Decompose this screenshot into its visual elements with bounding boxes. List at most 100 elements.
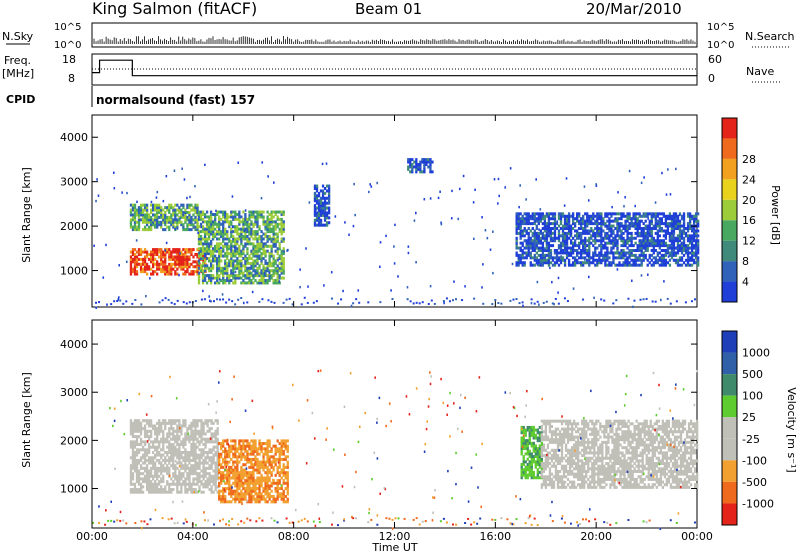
heatmap-cell [547, 241, 551, 245]
heatmap-cell [258, 249, 261, 253]
heatmap-cell [684, 301, 687, 304]
heatmap-cell [151, 203, 155, 207]
heatmap-cell [561, 251, 565, 255]
heatmap-cell [440, 222, 443, 226]
heatmap-cell [137, 443, 141, 447]
heatmap-cell [616, 212, 619, 216]
heatmap-cell [218, 261, 221, 265]
heatmap-cell [675, 300, 678, 303]
heatmap-cell [569, 239, 573, 243]
heatmap-cell [170, 453, 173, 457]
heatmap-cell [266, 244, 269, 248]
heatmap-cell [686, 256, 690, 260]
heatmap-cell [409, 165, 412, 169]
heatmap-cell [268, 264, 271, 268]
heatmap-cell [427, 158, 430, 162]
heatmap-cell [230, 471, 233, 475]
heatmap-cell [209, 227, 213, 231]
heatmap-cell [151, 248, 155, 252]
heatmap-cell [226, 249, 229, 253]
heatmap-cell [203, 279, 207, 282]
heatmap-cell [176, 480, 179, 484]
heatmap-cell [131, 432, 135, 436]
heatmap-cell [168, 448, 171, 452]
heatmap-cell [547, 234, 551, 238]
heatmap-cell [236, 261, 239, 265]
heatmap-cell [116, 519, 119, 522]
heatmap-cell [166, 218, 169, 222]
heatmap-cell [186, 267, 189, 271]
heatmap-cell [230, 242, 233, 246]
heatmap-cell [238, 220, 241, 224]
heatmap-cell [205, 232, 209, 236]
heatmap-cell [690, 217, 694, 221]
heatmap-cell [596, 261, 599, 265]
heatmap-cell [672, 229, 676, 233]
heatmap-cell [188, 450, 191, 454]
heatmap-cell [584, 227, 587, 230]
heatmap-cell [694, 231, 698, 235]
heatmap-cell [147, 485, 151, 489]
heatmap-cell [252, 450, 255, 453]
heatmap-cell [282, 227, 285, 231]
heatmap-cell [264, 274, 267, 278]
heatmap-cell [198, 488, 201, 492]
heatmap-cell [122, 302, 125, 305]
heatmap-cell [618, 227, 621, 230]
heatmap-cell [423, 158, 426, 162]
heatmap-cell [226, 242, 229, 246]
heatmap-cell [218, 227, 221, 231]
heatmap-cell [172, 464, 175, 468]
heatmap-cell [539, 214, 542, 218]
heatmap-cell [594, 227, 597, 230]
heatmap-cell [133, 225, 137, 229]
heatmap-cell [254, 247, 257, 251]
heatmap-cell [242, 222, 245, 226]
heatmap-cell [584, 249, 587, 252]
heatmap-cell [209, 274, 213, 278]
heatmap-cell [192, 272, 195, 276]
heatmap-cell [214, 472, 217, 476]
heatmap-cell [262, 264, 265, 268]
heatmap-cell [246, 301, 249, 304]
heatmap-cell [391, 298, 394, 301]
heatmap-cell [164, 228, 167, 232]
heatmap-cell [145, 228, 149, 232]
heatmap-cell [160, 427, 163, 431]
heatmap-cell [539, 212, 542, 216]
heatmap-cell [198, 265, 201, 269]
heatmap-cell [519, 217, 522, 221]
heatmap-cell [176, 220, 179, 224]
heatmap-cell [237, 161, 240, 164]
heatmap-cell [644, 253, 647, 257]
heatmap-cell [145, 218, 149, 222]
heatmap-cell [172, 250, 175, 254]
heatmap-cell [280, 257, 283, 260]
heatmap-cell [367, 521, 370, 524]
heatmap-cell [250, 281, 253, 285]
heatmap-cell [160, 262, 163, 266]
heatmap-cell [672, 219, 676, 223]
heatmap-cell [640, 214, 643, 218]
heatmap-cell [596, 239, 599, 243]
heatmap-cell [445, 297, 448, 300]
heatmap-cell [170, 443, 173, 447]
heatmap-cell [174, 477, 177, 481]
heatmap-cell [429, 284, 432, 288]
heatmap-cell [680, 231, 684, 235]
heatmap-cell [684, 251, 688, 255]
heatmap-cell [244, 468, 247, 472]
heatmap-cell [205, 237, 209, 241]
heatmap-cell [592, 222, 595, 226]
heatmap-cell [178, 456, 181, 460]
heatmap-cell [145, 477, 149, 481]
heatmap-cell [656, 236, 659, 240]
heatmap-cell [228, 261, 231, 265]
heatmap-cell [208, 437, 211, 441]
heatmap-cell [131, 208, 135, 212]
heatmap-cell [549, 266, 551, 270]
heatmap-cell [543, 249, 547, 252]
heatmap-cell [537, 222, 540, 226]
heatmap-cell [147, 257, 151, 261]
heatmap-cell [242, 247, 245, 251]
